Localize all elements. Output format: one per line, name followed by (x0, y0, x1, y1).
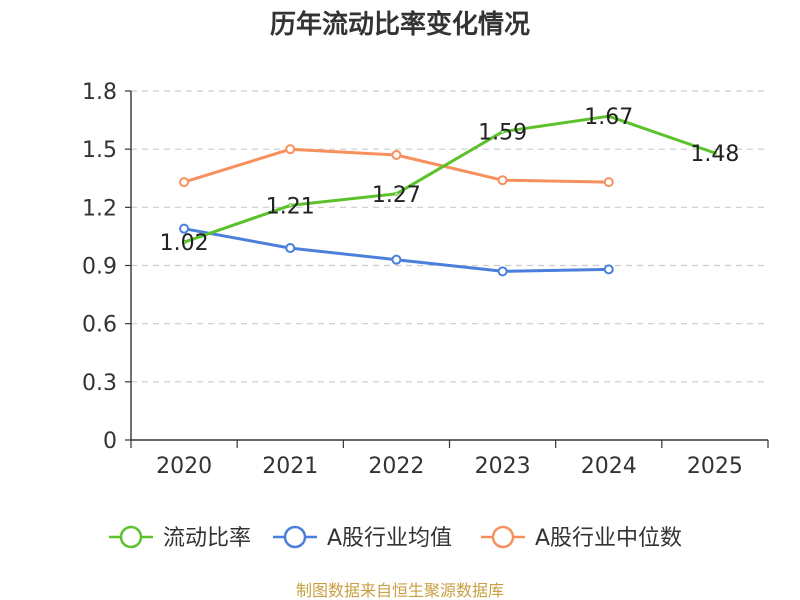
legend-item-2[interactable]: A股行业中位数 (481, 525, 682, 551)
legend-item-0[interactable]: 流动比率 (109, 525, 251, 551)
x-tick-label: 2022 (368, 454, 424, 479)
series-0-point (500, 129, 505, 134)
legend-item-1[interactable]: A股行业均值 (273, 525, 452, 551)
data-label: 1.02 (160, 231, 209, 256)
series-2-point (179, 177, 190, 188)
series-0-point (182, 240, 187, 245)
y-tick-label: 0 (103, 429, 117, 454)
legend[interactable]: 流动比率 A股行业均值 A股行业中位数 (109, 525, 682, 551)
x-tick-label: 2020 (156, 454, 212, 479)
data-label: 1.21 (266, 194, 315, 219)
series-1-point (391, 254, 402, 265)
data-label: 1.59 (478, 121, 527, 146)
series-1-point (285, 243, 296, 254)
series-2-point (391, 149, 402, 160)
x-tick-label: 2021 (262, 454, 318, 479)
series-1-point (603, 264, 614, 275)
x-tick-label: 2025 (687, 454, 743, 479)
series-2-point (603, 177, 614, 188)
legend-swatch-marker (119, 525, 143, 549)
x-tick-label: 2023 (475, 454, 531, 479)
grid-lines (131, 90, 768, 383)
chart-title: 历年流动比率变化情况 (270, 9, 530, 40)
x-tick-label: 2024 (581, 454, 637, 479)
series-0-point (394, 191, 399, 196)
y-tick-label: 0.6 (82, 313, 117, 338)
y-tick-label: 1.8 (82, 80, 117, 105)
legend-label: A股行业均值 (327, 526, 452, 551)
series-2-point (497, 175, 508, 186)
series-0-point (288, 203, 293, 208)
series-2-point (285, 144, 296, 155)
y-tick-label: 1.2 (82, 196, 117, 221)
series-0-point (712, 151, 717, 156)
axes: 0 0.3 0.6 0.9 1.2 1.5 1.8 2020 2021 2022 2023 2024 2… (82, 80, 769, 479)
data-label: 1.27 (372, 183, 421, 208)
series-line-0 (183, 114, 716, 244)
series-1-point (179, 223, 190, 234)
data-labels: 1.02 1.21 1.27 1.59 1.67 1.48 (160, 105, 740, 256)
series-1-point (497, 266, 508, 277)
series-0-point (606, 114, 611, 119)
series-lines (179, 114, 717, 277)
legend-label: 流动比率 (163, 526, 251, 551)
data-label: 1.67 (584, 105, 633, 130)
legend-swatch-marker (283, 525, 307, 549)
y-tick-label: 0.9 (82, 255, 117, 280)
data-label: 1.48 (690, 142, 739, 167)
legend-swatch-marker (491, 525, 515, 549)
legend-label: A股行业中位数 (535, 526, 682, 551)
y-tick-label: 0.3 (82, 371, 117, 396)
source-note: 制图数据来自恒生聚源数据库 (296, 581, 504, 600)
y-tick-label: 1.5 (82, 138, 117, 163)
